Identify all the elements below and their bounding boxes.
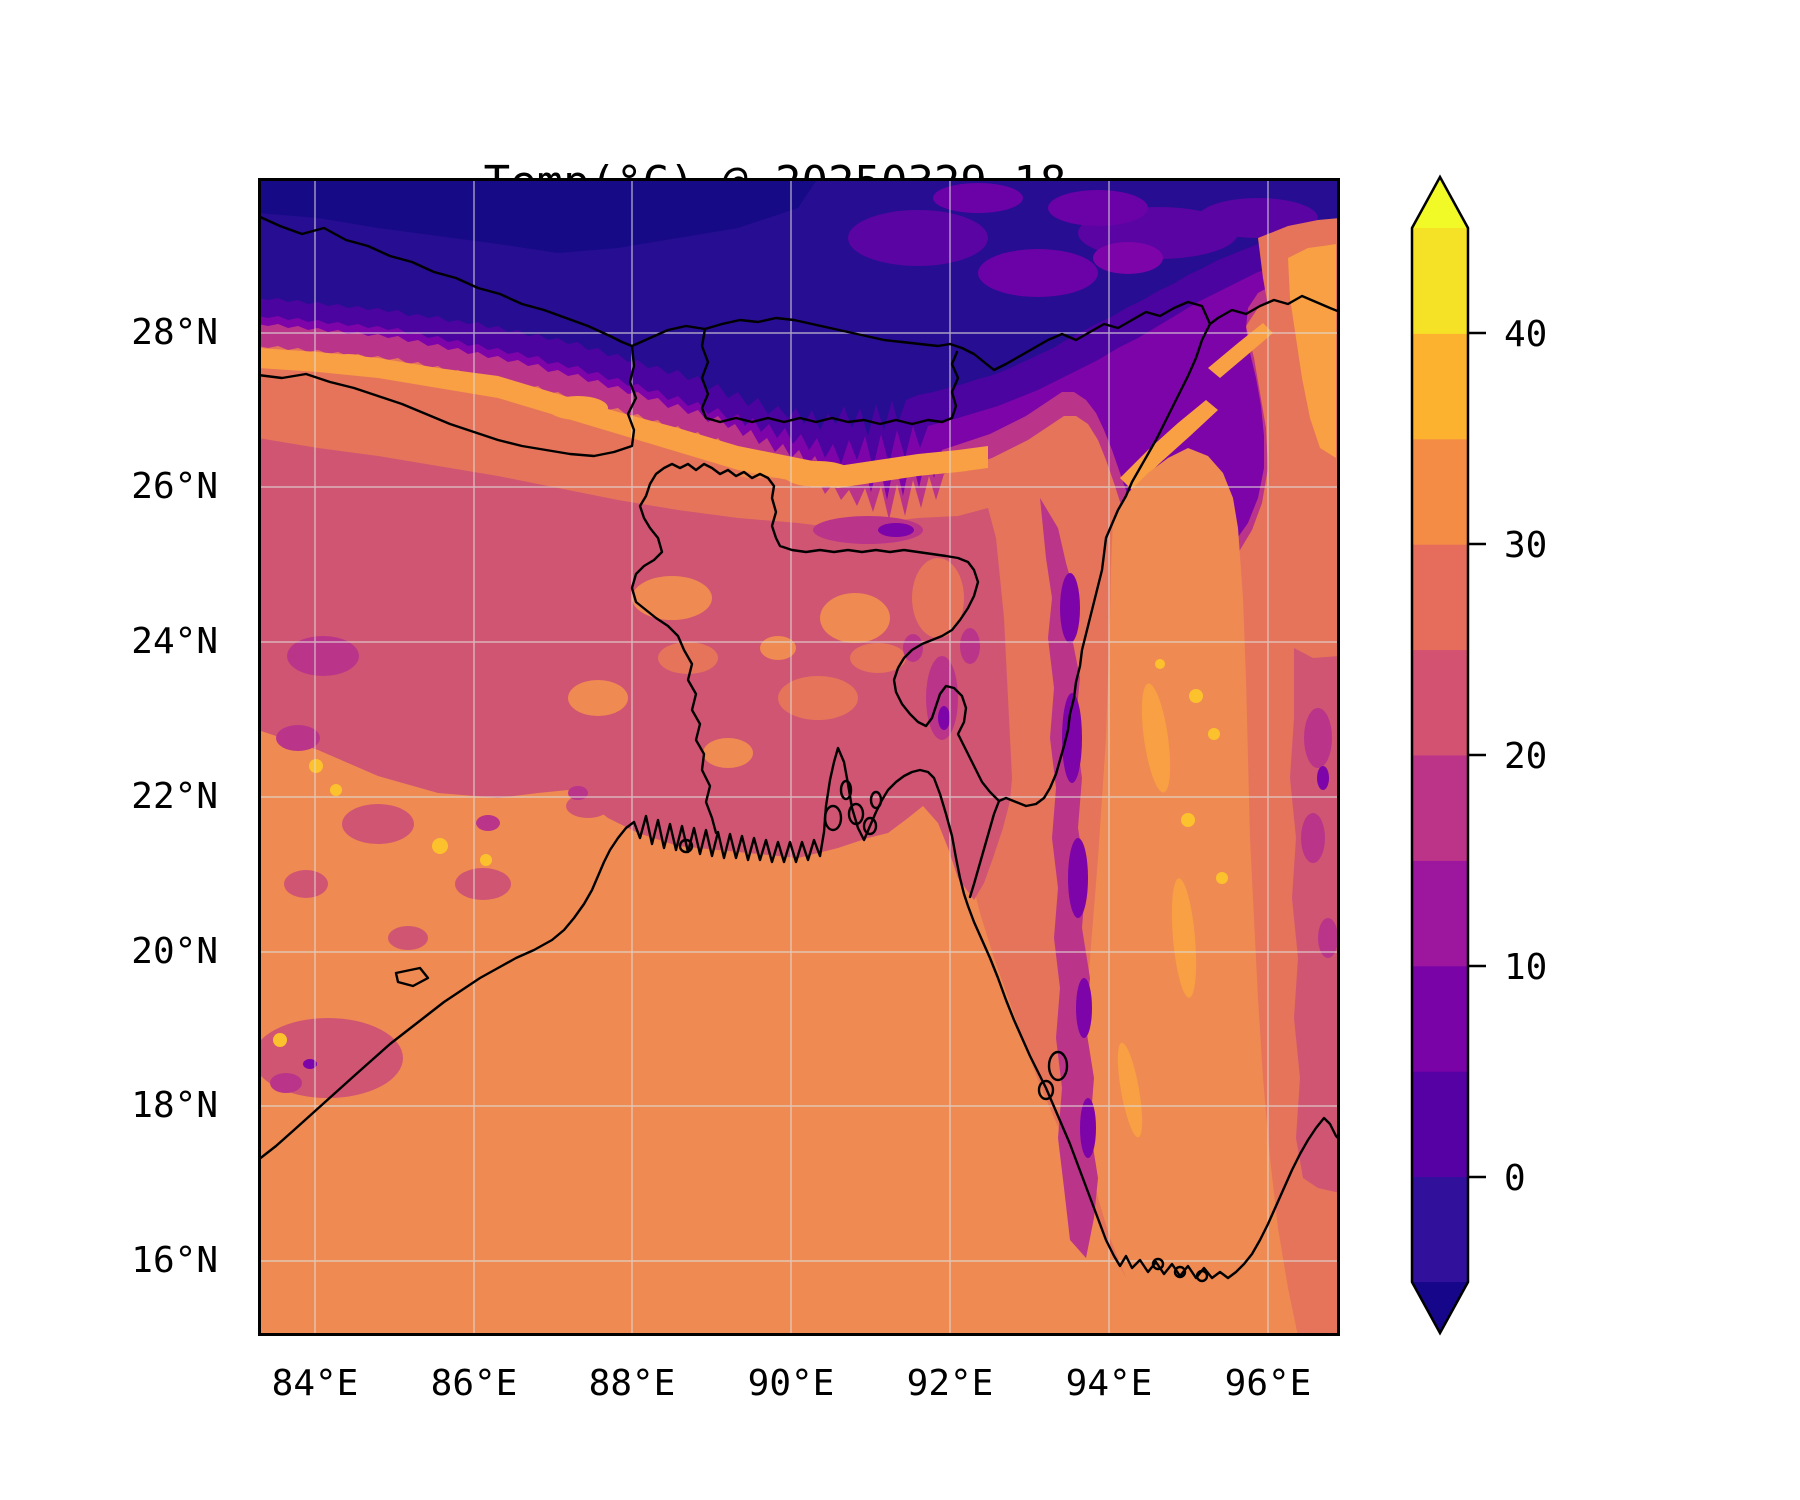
colorbar-tick-labels: 40 30 20 10 0 (1504, 314, 1547, 1199)
y-tick-18n: 18°N (131, 1085, 218, 1126)
x-tick-86e: 86°E (430, 1363, 518, 1404)
india-bangladesh-border (630, 462, 1001, 835)
y-tick-22n: 22°N (131, 776, 218, 817)
cbar-label-20: 20 (1504, 736, 1547, 777)
y-tick-24n: 24°N (131, 621, 218, 662)
cbar-label-0: 0 (1504, 1158, 1526, 1199)
coastline (258, 746, 1340, 1283)
y-tick-20n: 20°N (131, 931, 218, 972)
x-tick-94e: 94°E (1065, 1363, 1153, 1404)
gridlines (258, 178, 1340, 1336)
x-tick-88e: 88°E (588, 1363, 676, 1404)
x-tick-96e: 96°E (1224, 1363, 1312, 1404)
x-tick-84e: 84°E (271, 1363, 359, 1404)
x-tick-90e: 90°E (747, 1363, 835, 1404)
india-myanmar-border (968, 322, 1212, 899)
bhutan-border (700, 327, 960, 426)
nepal-north-border (258, 214, 634, 348)
temperature-map (258, 178, 1340, 1336)
cbar-label-30: 30 (1504, 525, 1547, 566)
islands (678, 779, 1209, 1283)
colorbar-outline (1410, 174, 1470, 1336)
colorbar-ticks (1468, 331, 1486, 1179)
y-tick-26n: 26°N (131, 466, 218, 507)
country-borders (258, 214, 1340, 899)
chilika-lagoon (394, 966, 430, 988)
x-tick-92e: 92°E (906, 1363, 994, 1404)
himalaya-border (630, 294, 1340, 372)
temperature-field (258, 178, 1340, 1336)
cbar-label-10: 10 (1504, 947, 1547, 988)
plot-frame (258, 178, 1340, 1336)
colorbar-segments (1412, 177, 1468, 1333)
colorbar: 40 30 20 10 0 (1410, 174, 1547, 1336)
y-tick-28n: 28°N (131, 312, 218, 353)
cbar-label-40: 40 (1504, 314, 1547, 355)
y-tick-16n: 16°N (131, 1240, 218, 1281)
nepal-south-border (258, 344, 638, 458)
